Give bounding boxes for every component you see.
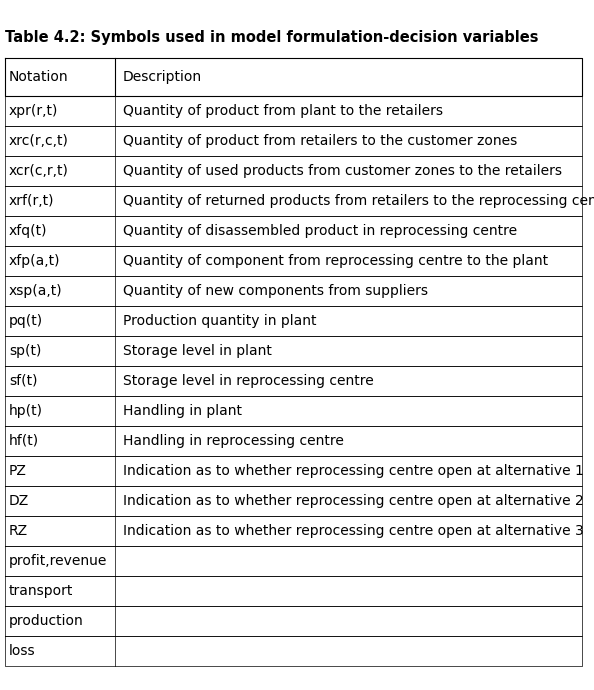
Text: xfq(t): xfq(t) (9, 224, 48, 238)
Text: Storage level in reprocessing centre: Storage level in reprocessing centre (123, 374, 374, 388)
Text: Notation: Notation (9, 70, 69, 84)
Text: Table 4.2: Symbols used in model formulation-decision variables: Table 4.2: Symbols used in model formula… (5, 30, 539, 45)
Text: sp(t): sp(t) (9, 344, 42, 358)
Text: DZ: DZ (9, 494, 29, 508)
Text: production: production (9, 614, 84, 628)
Text: Production quantity in plant: Production quantity in plant (123, 314, 317, 328)
Text: Quantity of new components from suppliers: Quantity of new components from supplier… (123, 284, 428, 298)
Text: xfp(a,t): xfp(a,t) (9, 254, 61, 268)
Text: xrf(r,t): xrf(r,t) (9, 194, 55, 208)
Text: sf(t): sf(t) (9, 374, 37, 388)
Text: xcr(c,r,t): xcr(c,r,t) (9, 164, 69, 178)
Text: Handling in plant: Handling in plant (123, 404, 242, 418)
Text: profit,revenue: profit,revenue (9, 554, 108, 568)
Text: Description: Description (123, 70, 202, 84)
Text: Quantity of component from reprocessing centre to the plant: Quantity of component from reprocessing … (123, 254, 548, 268)
Text: pq(t): pq(t) (9, 314, 43, 328)
Text: Quantity of product from retailers to the customer zones: Quantity of product from retailers to th… (123, 134, 517, 148)
Text: hf(t): hf(t) (9, 434, 39, 448)
Text: Indication as to whether reprocessing centre open at alternative 2: Indication as to whether reprocessing ce… (123, 494, 584, 508)
Text: Quantity of product from plant to the retailers: Quantity of product from plant to the re… (123, 104, 443, 118)
Text: transport: transport (9, 584, 74, 598)
Text: xrc(r,c,t): xrc(r,c,t) (9, 134, 69, 148)
Text: hp(t): hp(t) (9, 404, 43, 418)
Text: xpr(r,t): xpr(r,t) (9, 104, 58, 118)
Text: Quantity of used products from customer zones to the retailers: Quantity of used products from customer … (123, 164, 562, 178)
Text: loss: loss (9, 644, 36, 658)
Text: Indication as to whether reprocessing centre open at alternative 3: Indication as to whether reprocessing ce… (123, 524, 584, 538)
Text: Indication as to whether reprocessing centre open at alternative 1: Indication as to whether reprocessing ce… (123, 464, 584, 478)
Text: RZ: RZ (9, 524, 28, 538)
Text: Handling in reprocessing centre: Handling in reprocessing centre (123, 434, 344, 448)
Text: Quantity of returned products from retailers to the reprocessing centre: Quantity of returned products from retai… (123, 194, 594, 208)
Text: xsp(a,t): xsp(a,t) (9, 284, 62, 298)
Text: PZ: PZ (9, 464, 27, 478)
Text: Storage level in plant: Storage level in plant (123, 344, 272, 358)
Text: Quantity of disassembled product in reprocessing centre: Quantity of disassembled product in repr… (123, 224, 517, 238)
